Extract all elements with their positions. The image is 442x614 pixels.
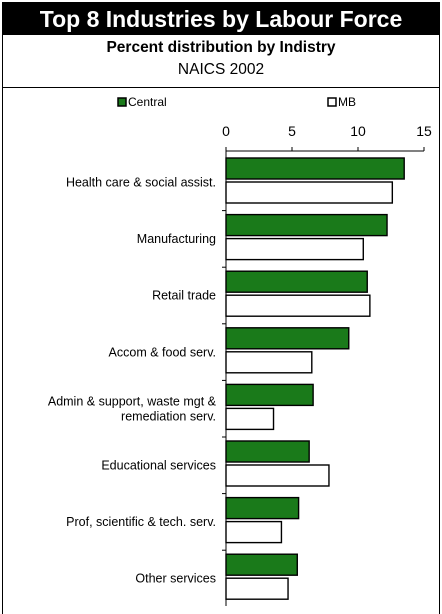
bar-mb [225, 407, 275, 431]
category-label: Manufacturing [137, 232, 216, 246]
x-tick-label: 10 [350, 123, 366, 139]
category-label: Retail trade [152, 289, 216, 303]
bar-central [225, 553, 298, 576]
bar-mb [225, 520, 283, 544]
x-tick-label: 15 [416, 123, 432, 139]
category-label: Other services [135, 572, 216, 586]
category-label: Admin & support, waste mgt & [48, 394, 217, 408]
legend-central-label: Central [128, 95, 167, 109]
category-label: Prof, scientific & tech. serv. [66, 515, 216, 529]
bar-central [225, 157, 405, 180]
x-tick-label: 0 [222, 123, 230, 139]
x-tick-label: 5 [288, 123, 296, 139]
bar-mb [225, 237, 364, 261]
bar-central [225, 440, 310, 463]
legend-mb-swatch [327, 97, 337, 107]
chart-subtitle: Percent distribution by Indistry [106, 39, 336, 56]
chart-title: Top 8 Industries by Labour Force [3, 3, 439, 35]
bar-mb [225, 577, 289, 600]
category-label: Accom & food serv. [109, 345, 216, 359]
bar-mb [225, 351, 313, 374]
chart-subtitle-naics: NAICS 2002 [177, 61, 265, 78]
header-divider [3, 87, 439, 88]
bar-central [225, 327, 350, 350]
category-label: Health care & social assist. [66, 176, 216, 190]
bar-mb [225, 181, 394, 204]
bar-central [225, 383, 314, 407]
bar-central [225, 213, 388, 237]
bar-central [225, 496, 300, 520]
legend-mb-label: MB [338, 95, 356, 109]
legend-central-swatch [117, 97, 127, 107]
bar-mb [225, 294, 371, 317]
bar-mb [225, 464, 330, 487]
category-label: Educational services [101, 459, 216, 473]
bar-central [225, 270, 368, 293]
category-label: remediation serv. [121, 409, 216, 423]
